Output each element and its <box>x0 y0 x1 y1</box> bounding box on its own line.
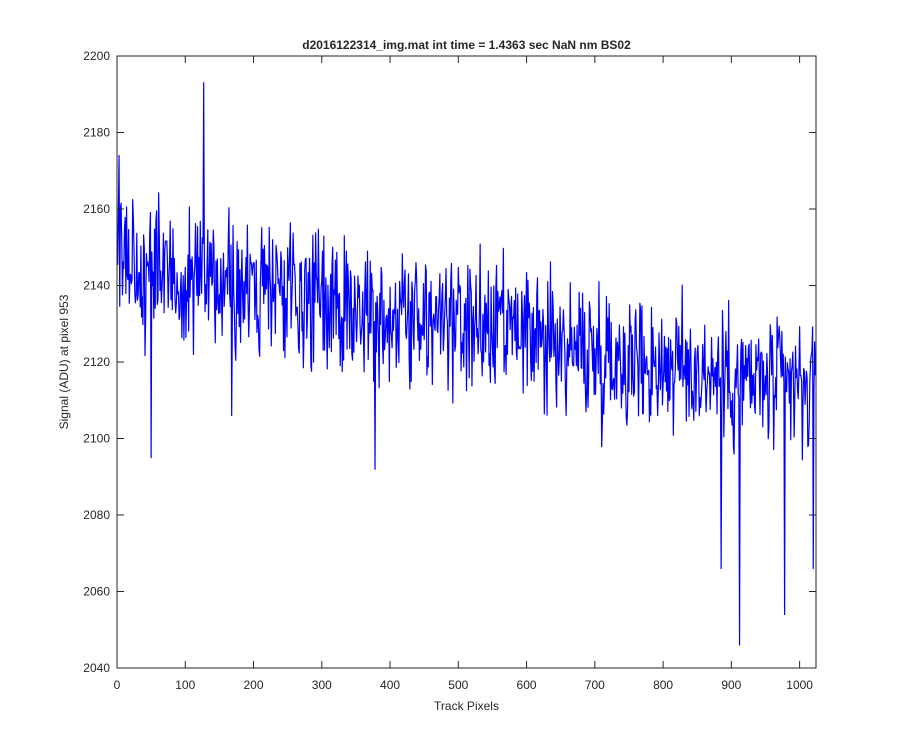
x-tick-label: 800 <box>653 678 673 692</box>
x-tick-label: 900 <box>721 678 741 692</box>
x-tick-label: 700 <box>585 678 605 692</box>
x-tick-label: 400 <box>380 678 400 692</box>
y-axis-label: Signal (ADU) at pixel 953 <box>57 294 71 429</box>
x-tick-label: 1000 <box>786 678 813 692</box>
x-tick-label: 500 <box>448 678 468 692</box>
x-tick-label: 200 <box>244 678 264 692</box>
y-tick-label: 2100 <box>83 432 110 446</box>
y-tick-label: 2200 <box>83 49 110 63</box>
data-layer <box>117 82 817 646</box>
x-tick-label: 600 <box>517 678 537 692</box>
axes-box <box>116 55 817 669</box>
y-tick-label: 2060 <box>83 585 110 599</box>
ticks-layer: 0 100 200 300 400 500 600 700 800 900 1000 2040 2060… <box>83 49 816 692</box>
y-tick-label: 2140 <box>83 279 110 293</box>
y-tick-label: 2120 <box>83 355 110 369</box>
y-tick-label: 2080 <box>83 508 110 522</box>
x-tick-label: 0 <box>114 678 121 692</box>
y-tick-label: 2160 <box>83 202 110 216</box>
x-tick-label: 100 <box>175 678 195 692</box>
y-tick-label: 2040 <box>83 661 110 675</box>
y-tick-label: 2180 <box>83 126 110 140</box>
x-tick-label: 300 <box>312 678 332 692</box>
series-line <box>117 82 817 646</box>
chart-title: d2016122314_img.mat int time = 1.4363 se… <box>302 38 631 52</box>
x-axis-label: Track Pixels <box>434 699 499 713</box>
